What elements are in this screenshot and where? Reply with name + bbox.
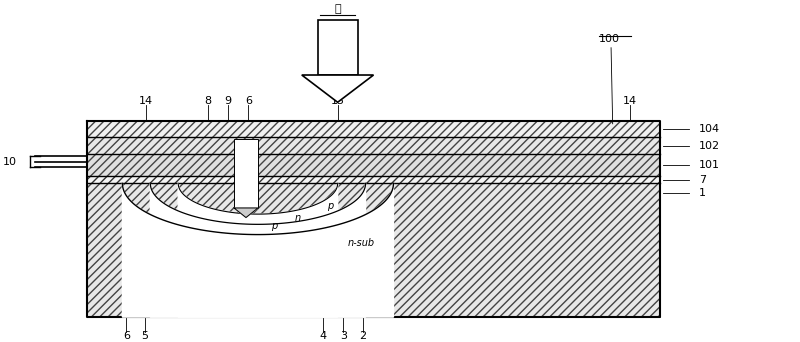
Text: 6: 6 [123,331,130,341]
Text: 10: 10 [3,157,17,167]
Text: 6: 6 [245,95,252,106]
Text: 8: 8 [204,95,211,106]
Polygon shape [318,21,358,75]
Text: p: p [270,221,277,231]
Polygon shape [178,183,338,317]
Text: 3: 3 [340,331,346,341]
Text: 15: 15 [330,95,345,106]
Bar [86,137,661,154]
Text: 9: 9 [224,95,231,106]
Bar [86,183,661,317]
Text: 5: 5 [142,331,148,341]
Text: 2: 2 [359,331,366,341]
Polygon shape [150,183,366,317]
Text: 14: 14 [623,95,638,106]
Text: n: n [294,212,301,223]
Text: 1: 1 [698,188,706,198]
Text: 101: 101 [698,160,720,170]
Polygon shape [122,183,394,317]
Text: 14: 14 [139,95,154,106]
Bar [86,154,661,176]
Bar [86,121,661,137]
Bar [86,176,661,183]
Bar [234,139,258,208]
Text: 104: 104 [698,124,720,134]
Text: 102: 102 [698,141,720,150]
Text: 7: 7 [698,175,706,185]
Text: 光: 光 [334,4,341,14]
Text: 4: 4 [320,331,327,341]
Text: p: p [326,201,333,211]
Text: n-sub: n-sub [348,238,375,248]
Text: 100: 100 [599,34,620,44]
Polygon shape [302,75,374,102]
Polygon shape [234,208,258,218]
